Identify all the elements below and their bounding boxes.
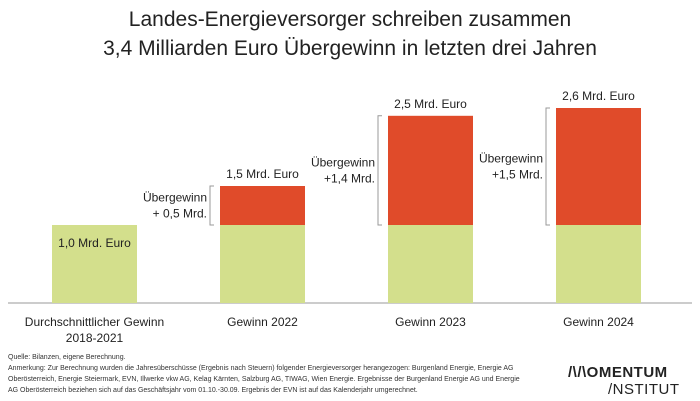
total-label: 2,6 Mrd. Euro: [562, 89, 635, 103]
logo-momentum: /\/\OMENTUM: [568, 364, 668, 381]
total-label: 1,0 Mrd. Euro: [58, 236, 131, 250]
category-label: Gewinn 2024: [563, 315, 634, 329]
total-label: 1,5 Mrd. Euro: [226, 167, 299, 181]
methodology-note: Anmerkung: Zur Berechnung wurden die Jah…: [8, 365, 520, 394]
bar-gewinn: [556, 225, 641, 303]
excess-label: Übergewinn: [311, 155, 375, 169]
category-label: Durchschnittlicher Gewinn: [25, 315, 164, 329]
source-note: Quelle: Bilanzen, eigene Berechnung.: [8, 354, 126, 361]
excess-value: + 0,5 Mrd.: [153, 207, 207, 221]
total-label: 2,5 Mrd. Euro: [394, 97, 467, 111]
bar-gewinn: [388, 225, 473, 303]
bar-gewinn: [220, 225, 305, 303]
excess-label: Übergewinn: [479, 152, 543, 166]
category-label: Gewinn 2023: [395, 315, 466, 329]
category-label: 2018-2021: [66, 331, 124, 345]
logo-institut: /NSTITUT: [608, 381, 680, 398]
chart-title: Landes-Energieversorger schreiben zusamm…: [128, 8, 572, 31]
excess-bracket: [377, 115, 382, 226]
bar-gewinn: [52, 225, 137, 303]
bar-uebergewinn: [388, 115, 473, 225]
excess-value: +1,5 Mrd.: [492, 168, 543, 182]
bar-uebergewinn: [556, 108, 641, 225]
excess-value: +1,4 Mrd.: [324, 171, 375, 185]
category-label: Gewinn 2022: [227, 315, 298, 329]
chart-subtitle: 3,4 Milliarden Euro Übergewinn in letzte…: [103, 37, 597, 60]
excess-bracket: [545, 107, 550, 226]
excess-bracket: [209, 185, 214, 226]
bar-chart: 1,0 Mrd. Euro Durchschnittlicher Gewinn 20…: [8, 89, 692, 345]
excess-label: Übergewinn: [143, 191, 207, 205]
bar-uebergewinn: [220, 186, 305, 225]
